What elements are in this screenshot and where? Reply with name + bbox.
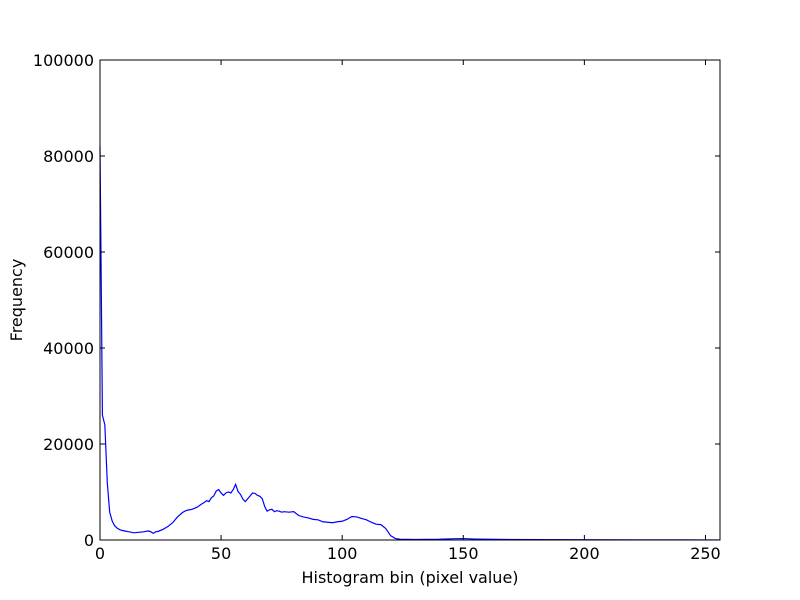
x-tick-label: 50	[211, 544, 231, 563]
x-tick-label: 200	[569, 544, 600, 563]
x-tick-label: 100	[327, 544, 358, 563]
plot-frame	[99, 59, 721, 541]
x-tick-label: 250	[690, 544, 721, 563]
y-tick-label: 100000	[33, 51, 94, 70]
plot-area	[99, 146, 721, 541]
x-tick-label: 150	[448, 544, 479, 563]
y-tick-label: 20000	[43, 435, 94, 454]
y-tick-label: 60000	[43, 243, 94, 262]
y-tick-label: 0	[84, 531, 94, 550]
x-tick-label: 0	[95, 544, 105, 563]
x-axis-ticks: 0 50 100 150 200 250	[95, 60, 721, 563]
y-tick-label: 80000	[43, 147, 94, 166]
y-tick-label: 40000	[43, 339, 94, 358]
x-axis-label: Histogram bin (pixel value)	[301, 568, 518, 587]
y-axis-label: Frequency	[7, 259, 26, 342]
histogram-line-series-0	[99, 146, 721, 541]
